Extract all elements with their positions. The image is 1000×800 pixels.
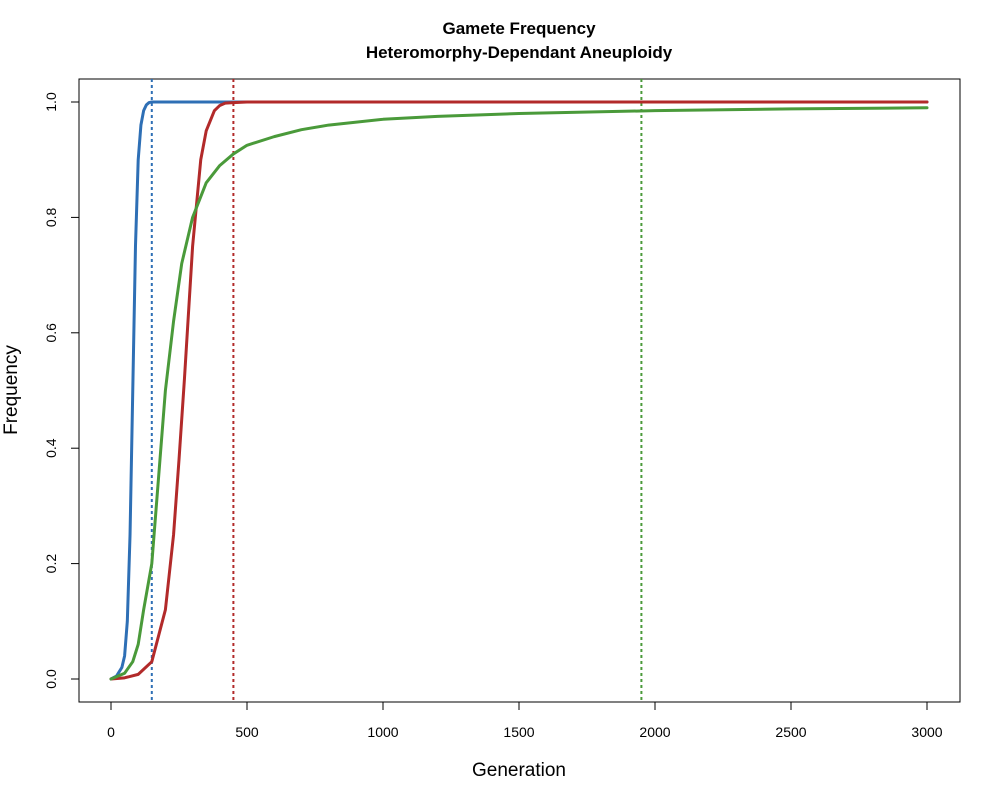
x-tick-label: 2000 (639, 724, 670, 740)
x-tick-label: 500 (235, 724, 259, 740)
x-tick-label: 1500 (503, 724, 534, 740)
x-axis: 0 500 1000 1500 2000 2500 3000 (107, 701, 943, 740)
y-tick-label: 0.4 (43, 438, 59, 458)
x-tick-label: 3000 (911, 724, 942, 740)
y-tick-label: 0.0 (43, 669, 59, 689)
y-tick-label: 1.0 (43, 92, 59, 112)
reference-lines (150, 79, 643, 702)
chart-title: Gamete Frequency (442, 19, 596, 38)
y-axis: 0.0 0.2 0.4 0.6 0.8 1.0 (43, 92, 80, 689)
series-line-1 (109, 100, 929, 681)
series-line-2 (109, 106, 929, 681)
y-axis-label: Frequency (1, 345, 22, 435)
plot-area-frame (78, 78, 961, 703)
x-axis-label: Generation (472, 760, 566, 781)
y-tick-label: 0.8 (43, 207, 59, 227)
x-tick-label: 0 (107, 724, 115, 740)
y-tick-label: 0.2 (43, 554, 59, 574)
x-tick-label: 2500 (775, 724, 806, 740)
y-tick-label: 0.6 (43, 323, 59, 343)
x-tick-label: 1000 (367, 724, 398, 740)
chart-subtitle: Heteromorphy-Dependant Aneuploidy (366, 43, 673, 62)
series-curves (109, 100, 929, 681)
